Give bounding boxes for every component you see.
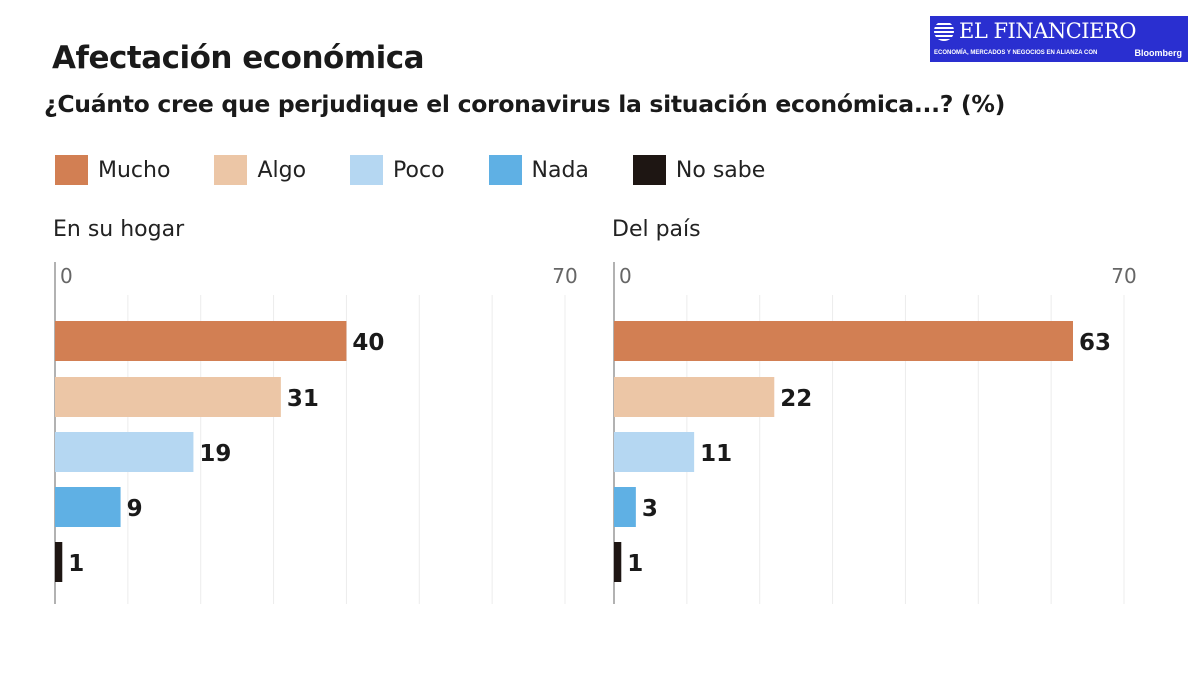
- bar-algo: [614, 377, 775, 417]
- bar-no-sabe: [614, 542, 622, 582]
- legend-item: Poco: [350, 155, 445, 185]
- panel-title: En su hogar: [53, 217, 185, 242]
- legend-item: No sabe: [632, 155, 766, 185]
- bar-algo: [55, 377, 281, 417]
- logo-tagline: ECONOMÍA, MERCADOS Y NEGOCIOS EN ALIANZA…: [934, 50, 1098, 56]
- legend-swatch: [214, 155, 248, 185]
- legend-label: Mucho: [98, 157, 171, 183]
- data-label: 11: [700, 441, 732, 467]
- legend-swatch: [632, 155, 666, 185]
- legend: Mucho Algo Poco Nada No sabe: [55, 155, 809, 185]
- data-label: 1: [68, 551, 84, 577]
- el-financiero-logo: EL FINANCIERO ECONOMÍA, MERCADOS Y NEGOC…: [930, 16, 1188, 62]
- bar-mucho: [55, 321, 347, 361]
- data-label: 40: [352, 330, 384, 356]
- legend-item: Algo: [214, 155, 306, 185]
- legend-swatch: [488, 155, 522, 185]
- legend-label: Poco: [393, 157, 445, 183]
- legend-swatch: [55, 155, 88, 185]
- logo-name: EL FINANCIERO: [959, 19, 1136, 43]
- bar-no-sabe: [55, 542, 63, 582]
- bar-poco: [55, 432, 194, 472]
- data-label: 63: [1079, 330, 1111, 356]
- data-label: 3: [642, 496, 658, 522]
- tick-label: 0: [619, 264, 632, 288]
- legend-item: Nada: [488, 155, 589, 185]
- chart-subtitle: ¿Cuánto cree que perjudique el coronavir…: [44, 90, 1006, 118]
- bar-poco: [614, 432, 695, 472]
- legend-label: Algo: [257, 157, 307, 183]
- chart-title: Afectación económica: [52, 40, 425, 76]
- legend-swatch: [350, 155, 384, 185]
- data-label: 9: [127, 496, 143, 522]
- legend-label: Nada: [531, 157, 589, 183]
- tick-label: 70: [1111, 264, 1136, 288]
- bar-mucho: [614, 321, 1073, 361]
- tick-label: 70: [552, 264, 577, 288]
- data-label: 19: [199, 441, 231, 467]
- bar-nada: [614, 487, 636, 527]
- tick-label: 0: [60, 264, 73, 288]
- panel-title: Del país: [612, 217, 701, 242]
- data-label: 1: [627, 551, 643, 577]
- legend-label: No sabe: [675, 157, 766, 183]
- logo-partner: Bloomberg: [1134, 48, 1182, 58]
- logo-bottom-row: ECONOMÍA, MERCADOS Y NEGOCIOS EN ALIANZA…: [934, 46, 1182, 60]
- data-label: 22: [780, 386, 812, 412]
- data-label: 31: [287, 386, 319, 412]
- legend-item: Mucho: [55, 155, 170, 185]
- bar-nada: [55, 487, 121, 527]
- globe-icon: [934, 21, 954, 41]
- logo-top-row: EL FINANCIERO: [934, 18, 1182, 44]
